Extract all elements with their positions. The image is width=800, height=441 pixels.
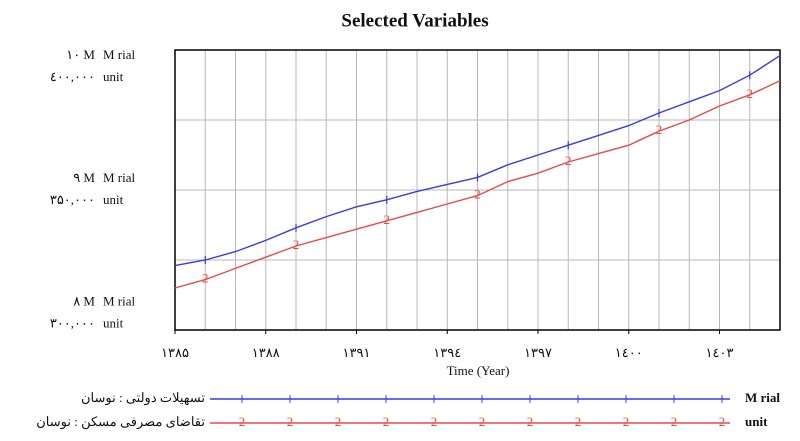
series-marker: 2 — [202, 271, 209, 286]
legend-marker: 2 — [239, 414, 246, 429]
y-tick-label: ۹ M — [73, 170, 95, 185]
legend-marker: 2 — [575, 414, 582, 429]
legend-marker: 2 — [479, 414, 486, 429]
y-unit-label: M rial — [103, 47, 136, 62]
legend-marker: 2 — [287, 414, 294, 429]
y-unit-label: M rial — [103, 293, 136, 308]
x-axis-label: Time (Year) — [447, 363, 510, 378]
series-marker: 2 — [293, 237, 300, 252]
series-marker: 2 — [656, 122, 663, 137]
plot-frame — [174, 49, 781, 331]
y2-unit-label: unit — [103, 192, 124, 207]
legend-unit: unit — [745, 414, 768, 429]
legend-marker: 2 — [383, 414, 390, 429]
legend-marker: 2 — [431, 414, 438, 429]
legend-marker: 2 — [335, 414, 342, 429]
x-tick-label: ۱٤۰۳ — [706, 345, 734, 360]
x-tick-label: ۱۳۹۱ — [343, 345, 371, 360]
legend-label: تسهیلات دولتی : نوسان — [81, 390, 205, 406]
legend-label: تقاضای مصرفی مسکن : نوسان — [36, 414, 205, 430]
series-marker: 2 — [565, 153, 572, 168]
series-marker: 2 — [747, 86, 754, 101]
y-unit-label: M rial — [103, 170, 136, 185]
legend-marker: 2 — [671, 414, 678, 429]
legend-marker: 2 — [623, 414, 630, 429]
y2-tick-label: ۳۵۰,۰۰۰ — [50, 192, 95, 207]
x-tick-label: ۱٤۰۰ — [615, 345, 643, 360]
y-tick-label: ۱۰ M — [66, 47, 95, 62]
x-tick-label: ۱۳۹۷ — [524, 345, 552, 360]
y2-unit-label: unit — [103, 69, 124, 84]
y2-unit-label: unit — [103, 315, 124, 330]
y2-tick-label: ۳۰۰,۰۰۰ — [50, 315, 95, 330]
series-line — [174, 80, 781, 289]
y2-tick-label: ٤۰۰,۰۰۰ — [50, 69, 95, 84]
x-tick-label: ۱۳۸۸ — [252, 345, 280, 360]
y-tick-label: ۸ M — [73, 293, 95, 308]
x-tick-label: ۱۳۸۵ — [161, 345, 189, 360]
series-marker: 2 — [384, 212, 391, 227]
x-tick-label: ۱۳۹٤ — [433, 345, 461, 360]
legend-marker: 2 — [719, 414, 726, 429]
chart-title: Selected Variables — [341, 10, 488, 31]
legend-marker: 2 — [527, 414, 534, 429]
legend-unit: M rial — [745, 390, 780, 405]
series-marker: 2 — [474, 187, 481, 202]
